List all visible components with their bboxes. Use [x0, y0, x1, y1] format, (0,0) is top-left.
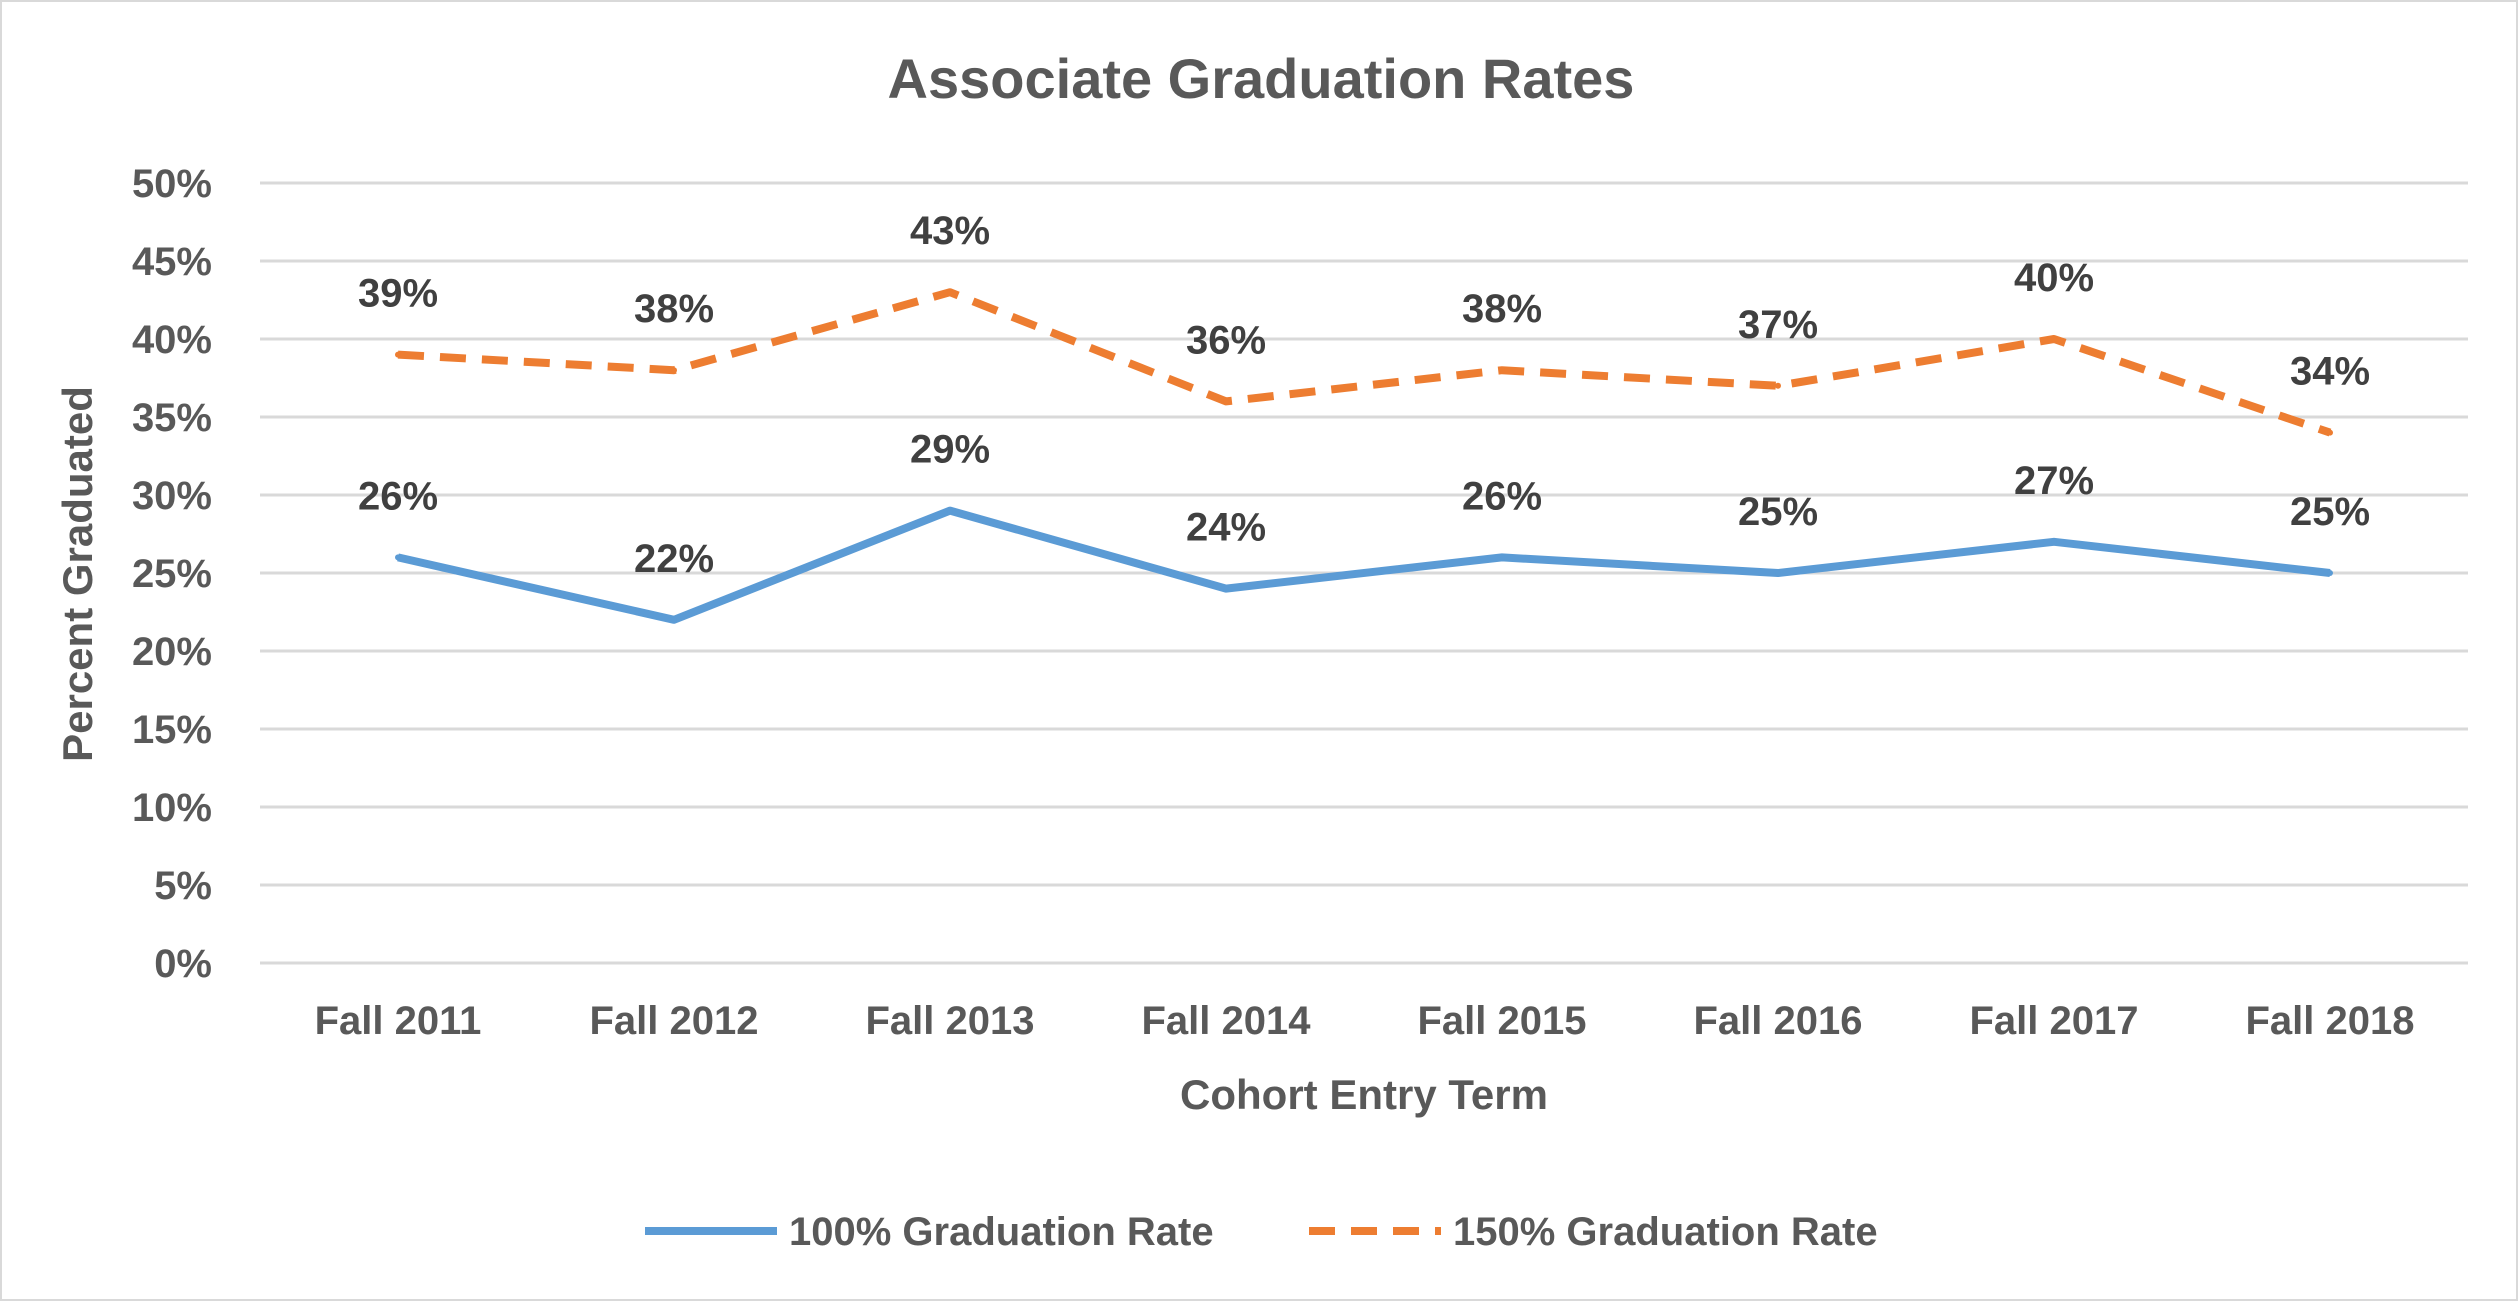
legend-label: 100% Graduation Rate — [789, 1210, 1214, 1254]
x-tick-label: Fall 2017 — [1969, 999, 2138, 1043]
series-line-2 — [397, 288, 2332, 437]
data-label: 22% — [634, 537, 714, 581]
data-labels: 26% 22% 29% 24% 26% 25% 27% 25% 39% 38% 43% 36% 38% 3… — [358, 209, 2370, 581]
legend: 100% Graduation Rate 150% Graduation Rate — [645, 1210, 1878, 1254]
data-point — [2327, 570, 2333, 576]
data-label: 26% — [358, 474, 438, 518]
data-point — [2327, 429, 2333, 436]
data-point — [2051, 336, 2057, 342]
x-tick-label: Fall 2014 — [1141, 999, 1311, 1043]
y-tick-label: 45% — [132, 240, 212, 284]
data-label: 26% — [1462, 474, 1542, 518]
y-tick-label: 35% — [132, 396, 212, 440]
y-tick-label: 30% — [132, 474, 212, 518]
x-axis-title: Cohort Entry Term — [1180, 1071, 1548, 1118]
data-label: 24% — [1186, 506, 1266, 550]
x-tick-label: Fall 2011 — [315, 999, 482, 1043]
data-label: 37% — [1738, 303, 1818, 347]
x-axis-ticks: Fall 2011 Fall 2012 Fall 2013 Fall 2014 Fall… — [315, 999, 2415, 1043]
data-point — [671, 367, 677, 374]
x-tick-label: Fall 2016 — [1693, 999, 1862, 1043]
y-tick-label: 5% — [154, 864, 212, 908]
data-label: 36% — [1186, 318, 1266, 362]
data-label: 34% — [2290, 350, 2370, 394]
y-tick-label: 40% — [132, 318, 212, 362]
series-lines — [395, 288, 2333, 624]
data-point — [671, 616, 677, 623]
y-tick-label: 15% — [132, 708, 212, 752]
data-point — [2051, 538, 2057, 545]
y-axis-ticks: 0% 5% 10% 15% 20% 25% 30% 35% 40% 45% 50% — [132, 162, 212, 986]
y-tick-label: 50% — [132, 162, 212, 206]
x-tick-label: Fall 2013 — [865, 999, 1034, 1043]
x-tick-label: Fall 2015 — [1417, 999, 1586, 1043]
data-label: 27% — [2014, 459, 2094, 503]
x-tick-label: Fall 2018 — [2245, 999, 2414, 1043]
legend-label: 150% Graduation Rate — [1453, 1210, 1878, 1254]
data-label: 25% — [2290, 490, 2370, 534]
data-point — [947, 289, 953, 296]
y-tick-label: 25% — [132, 552, 212, 596]
data-point — [395, 554, 401, 561]
data-point — [1499, 554, 1505, 561]
data-label: 38% — [634, 287, 714, 331]
y-tick-label: 10% — [132, 786, 212, 830]
y-axis-title: Percent Graduated — [54, 386, 101, 762]
data-point — [1223, 585, 1229, 592]
y-tick-label: 0% — [154, 942, 212, 986]
data-point — [1775, 382, 1781, 389]
chart-title: Associate Graduation Rates — [888, 47, 1635, 110]
data-label: 29% — [910, 428, 990, 472]
data-point — [1775, 570, 1781, 576]
series-line-1 — [397, 506, 2331, 624]
data-label: 40% — [2014, 256, 2094, 300]
data-point — [1223, 398, 1229, 405]
data-label: 38% — [1462, 287, 1542, 331]
data-point — [1499, 367, 1505, 374]
data-point — [947, 507, 953, 514]
data-label: 39% — [358, 272, 438, 316]
data-label: 43% — [910, 209, 990, 253]
data-label: 25% — [1738, 490, 1818, 534]
y-tick-label: 20% — [132, 630, 212, 674]
data-point — [395, 351, 401, 358]
x-tick-label: Fall 2012 — [589, 999, 758, 1043]
